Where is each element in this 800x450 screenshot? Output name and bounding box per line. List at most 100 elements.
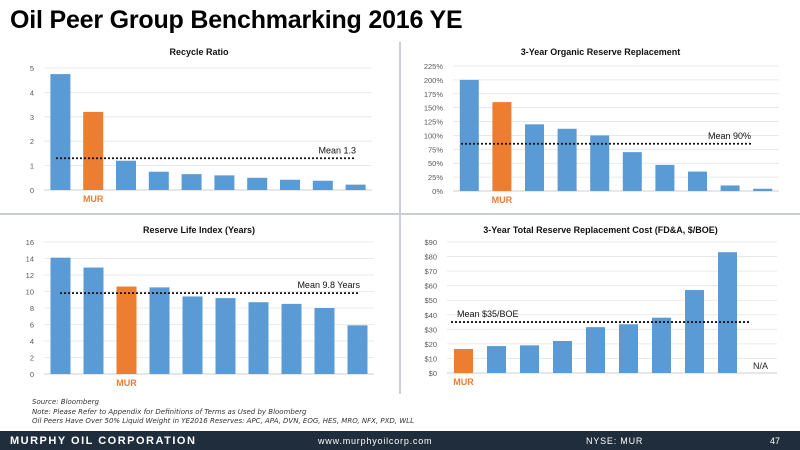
footnote-note-peers: Oil Peers Have Over 50% Liquid Weight in… — [32, 417, 414, 425]
y-tick-label: 14 — [26, 255, 34, 264]
y-tick-label: 75% — [428, 145, 443, 154]
mur-label: MUR — [453, 377, 474, 387]
bar-peer — [314, 308, 335, 374]
y-tick-label: $10 — [424, 354, 437, 363]
y-tick-label: $60 — [424, 282, 437, 291]
bar-peer — [459, 79, 479, 191]
y-tick-label: 10 — [26, 288, 34, 297]
chart-title: 3-Year Total Reserve Replacement Cost (F… — [483, 225, 717, 235]
bar-peer — [116, 160, 136, 190]
mur-label: MUR — [492, 195, 513, 205]
bar-peer — [347, 325, 368, 374]
y-tick-label: 16 — [26, 238, 34, 247]
y-tick-label: 50% — [428, 159, 443, 168]
bar-peer — [148, 171, 169, 190]
y-tick-label: 1 — [30, 162, 34, 171]
y-tick-label: 0% — [432, 187, 443, 196]
panel-divider-vertical — [399, 42, 401, 394]
y-tick-label: 3 — [30, 113, 34, 122]
mur-label: MUR — [83, 194, 104, 204]
bar-mur — [492, 102, 512, 191]
chart-title: Reserve Life Index (Years) — [143, 225, 255, 235]
bar-peer — [149, 287, 170, 374]
bar-peer — [520, 345, 539, 373]
chart-title: Recycle Ratio — [169, 47, 229, 57]
bar-mur — [83, 111, 104, 190]
footnote-source: Source: Bloomberg — [32, 398, 99, 406]
bar-peer — [753, 188, 773, 191]
bar-peer — [557, 128, 577, 191]
y-tick-label: 2 — [30, 137, 34, 146]
ticker-symbol: NYSE: MUR — [586, 436, 644, 446]
footer-bar: MURPHY OIL CORPORATION www.murphyoilcorp… — [0, 431, 800, 450]
chart-title: 3-Year Organic Reserve Replacement — [521, 47, 681, 57]
bar-peer — [718, 252, 737, 373]
y-tick-label: $30 — [424, 325, 437, 334]
y-tick-label: 4 — [30, 88, 34, 97]
bar-peer — [655, 164, 675, 191]
y-tick-label: $70 — [424, 267, 437, 276]
y-tick-label: 125% — [424, 118, 444, 127]
bar-peer — [214, 175, 235, 190]
bar-mur — [454, 348, 473, 373]
bar-peer — [247, 177, 268, 190]
bar-peer — [182, 296, 203, 374]
bar-peer — [685, 290, 704, 373]
bar-peer — [586, 327, 605, 373]
y-tick-label: 200% — [424, 76, 444, 85]
mean-label: Mean 90% — [708, 131, 751, 141]
bar-peer — [312, 180, 333, 190]
y-tick-label: 100% — [424, 131, 444, 140]
y-tick-label: 2 — [30, 354, 34, 363]
y-tick-label: 12 — [26, 271, 34, 280]
bar-peer — [248, 302, 269, 374]
mean-label: Mean $35/BOE — [457, 309, 519, 319]
bar-peer — [553, 340, 572, 373]
bar-peer — [619, 324, 638, 373]
bar-peer — [50, 74, 71, 190]
y-tick-label: $90 — [424, 238, 437, 247]
footnote-note-definitions: Note: Please Refer to Appendix for Defin… — [32, 408, 307, 416]
bar-peer — [281, 303, 302, 374]
company-name: MURPHY OIL CORPORATION — [10, 435, 197, 447]
page-title: Oil Peer Group Benchmarking 2016 YE — [10, 6, 463, 34]
y-tick-label: 6 — [30, 321, 34, 330]
y-tick-label: 5 — [30, 64, 34, 73]
bar-peer — [720, 185, 740, 191]
y-tick-label: 150% — [424, 104, 444, 113]
bar-mur — [116, 286, 137, 374]
y-tick-label: $20 — [424, 340, 437, 349]
bar-peer — [345, 184, 366, 190]
y-tick-label: $50 — [424, 296, 437, 305]
y-tick-label: $40 — [424, 311, 437, 320]
mean-label: Mean 9.8 Years — [297, 280, 360, 290]
organic-reserve-replacement-chart: 3-Year Organic Reserve Replacement 0% 25% 5… — [424, 47, 779, 205]
bar-peer — [181, 174, 202, 190]
reserve-life-index-chart: Reserve Life Index (Years) 0 2 4 6 8 10 12 14 16 M… — [26, 225, 374, 388]
bar-peer — [525, 124, 544, 191]
y-tick-label: 8 — [30, 304, 34, 313]
y-tick-label: 25% — [428, 173, 443, 182]
bar-peer — [622, 152, 642, 191]
website-link[interactable]: www.murphyoilcorp.com — [318, 436, 433, 446]
y-tick-label: 0 — [30, 370, 34, 379]
y-tick-label: 0 — [30, 186, 34, 195]
panel-divider-horizontal — [0, 213, 800, 215]
bar-peer — [590, 135, 610, 191]
bar-peer — [50, 257, 71, 374]
bar-peer — [487, 346, 506, 373]
bar-peer — [652, 317, 671, 373]
recycle-ratio-chart: Recycle Ratio 0 1 2 3 4 5 MUR Mean 1.3 — [30, 47, 372, 204]
bar-peer — [215, 298, 236, 374]
reserve-replacement-cost-chart: 3-Year Total Reserve Replacement Cost (F… — [424, 225, 777, 387]
page-number: 47 — [770, 436, 781, 446]
bar-peer — [688, 171, 707, 191]
y-tick-label: $0 — [429, 369, 437, 378]
y-tick-label: 4 — [30, 337, 34, 346]
y-tick-label: 225% — [424, 62, 444, 71]
bar-peer — [83, 267, 104, 374]
na-label: N/A — [753, 361, 768, 371]
bar-peer — [280, 179, 300, 190]
mur-label: MUR — [116, 378, 137, 388]
y-tick-label: 175% — [424, 90, 444, 99]
